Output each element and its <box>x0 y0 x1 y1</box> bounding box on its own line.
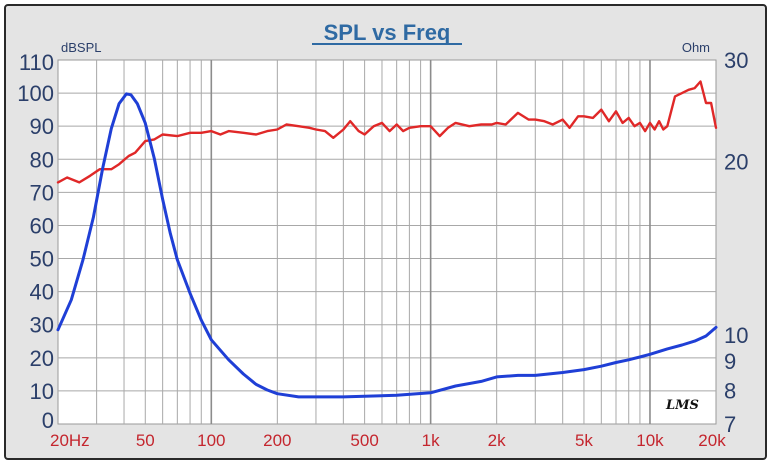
y2-tick-label: 20 <box>724 149 748 174</box>
left-unit-label: dBSPL <box>61 40 101 55</box>
chart-title: SPL vs Freq <box>324 20 451 45</box>
y-tick-label: 40 <box>30 280 54 305</box>
y-tick-label: 80 <box>30 147 54 172</box>
y2-tick-label: 8 <box>724 379 736 404</box>
impedance-series-line <box>56 92 718 399</box>
y-tick-label: 30 <box>30 313 54 338</box>
chart-frame: 110 100 90 80 70 60 50 40 30 20 10 0 30 20 10 9 8 7 20Hz… <box>4 4 767 460</box>
y2-tick-label: 10 <box>724 323 748 348</box>
x-tick-label: 200 <box>263 431 291 450</box>
x-tick-label: 1k <box>422 431 440 450</box>
y-tick-label: 60 <box>30 213 54 238</box>
x-tick-label: 100 <box>197 431 225 450</box>
y-tick-label: 0 <box>42 408 54 433</box>
x-tick-label: 2k <box>488 431 506 450</box>
plot-area <box>57 59 717 425</box>
spl-series-line <box>56 80 718 184</box>
y-tick-label: 100 <box>17 81 54 106</box>
x-axis-ticks: 20Hz 50 100 200 500 1k 2k 5k 10k 20k <box>50 431 726 450</box>
series-group <box>56 80 718 399</box>
x-tick-label: 10k <box>636 431 664 450</box>
grid <box>58 60 716 424</box>
y-tick-label: 10 <box>30 379 54 404</box>
y-tick-label: 110 <box>19 50 54 75</box>
x-tick-label: 5k <box>575 431 593 450</box>
x-tick-label: 20k <box>698 431 726 450</box>
x-tick-label: 50 <box>136 431 155 450</box>
y2-tick-label: 7 <box>724 412 736 437</box>
right-unit-label: Ohm <box>682 40 710 55</box>
lms-logo: LMS <box>665 398 699 413</box>
x-tick-label: 500 <box>350 431 378 450</box>
right-axis-ticks: 30 20 109 8 7 <box>724 48 748 437</box>
y2-tick-label: 9 <box>724 349 736 374</box>
y-tick-label: 90 <box>30 114 54 139</box>
y-tick-label: 70 <box>30 180 54 205</box>
y2-tick-label: 30 <box>724 48 748 73</box>
y-tick-label: 50 <box>30 247 54 272</box>
x-tick-label: 20Hz <box>50 431 90 450</box>
y-tick-label: 20 <box>30 346 54 371</box>
